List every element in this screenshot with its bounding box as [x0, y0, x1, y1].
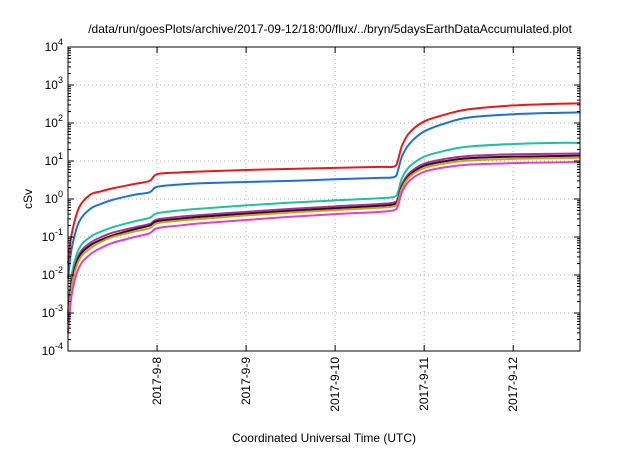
x-tick-label: 2017-9-11 [417, 357, 431, 411]
series-line-5 [67, 154, 581, 322]
y-tick-base: 10 [42, 230, 56, 244]
x-tick-label: 2017-9-8 [150, 357, 164, 405]
y-tick-base: 10 [45, 154, 59, 168]
y-tick-label: 101 [45, 151, 63, 168]
y-tick-exponent: 3 [58, 75, 63, 85]
y-tick-label: 10-2 [42, 265, 63, 282]
y-axis-title: cSv [21, 189, 35, 209]
y-tick-exponent: -3 [55, 303, 63, 313]
series-layer [67, 102, 581, 333]
y-tick-exponent: 1 [58, 151, 63, 161]
x-tick-label: 2017-9-10 [328, 357, 342, 412]
y-tick-base: 10 [45, 40, 59, 54]
series-line-1 [67, 102, 581, 264]
series-line-6 [67, 156, 581, 325]
y-tick-exponent: -1 [55, 227, 63, 237]
y-tick-label: 103 [45, 75, 63, 92]
y-tick-label: 10-4 [42, 341, 63, 358]
x-axis: 2017-9-8 2017-9-9 2017-9-10 2017-9-11 2017-9… [150, 47, 520, 412]
y-tick-base: 10 [45, 192, 59, 206]
series-line-3 [67, 141, 581, 314]
y-tick-exponent: 4 [58, 37, 63, 47]
y-tick-base: 10 [42, 344, 56, 358]
y-tick-base: 10 [45, 116, 59, 130]
series-line-4 [67, 152, 581, 317]
y-tick-base: 10 [45, 78, 59, 92]
chart-title: /data/run/goesPlots/archive/2017-09-12/1… [88, 22, 572, 36]
y-tick-exponent: 0 [58, 189, 63, 199]
x-tick-label: 2017-9-9 [239, 357, 253, 405]
series-line-7 [67, 161, 581, 333]
y-tick-label: 10-1 [42, 227, 63, 244]
y-tick-base: 10 [42, 306, 56, 320]
y-tick-exponent: -2 [55, 265, 63, 275]
y-tick-exponent: 2 [58, 113, 63, 123]
grid-layer [68, 47, 580, 351]
y-tick-label: 100 [45, 189, 63, 206]
y-tick-label: 102 [45, 113, 63, 130]
y-tick-label: 104 [45, 37, 63, 54]
y-tick-label: 10-3 [42, 303, 63, 320]
series-line-2 [67, 111, 581, 279]
x-axis-title: Coordinated Universal Time (UTC) [232, 431, 416, 445]
x-tick-label: 2017-9-12 [506, 357, 520, 412]
y-tick-base: 10 [42, 268, 56, 282]
y-tick-exponent: -4 [55, 341, 63, 351]
